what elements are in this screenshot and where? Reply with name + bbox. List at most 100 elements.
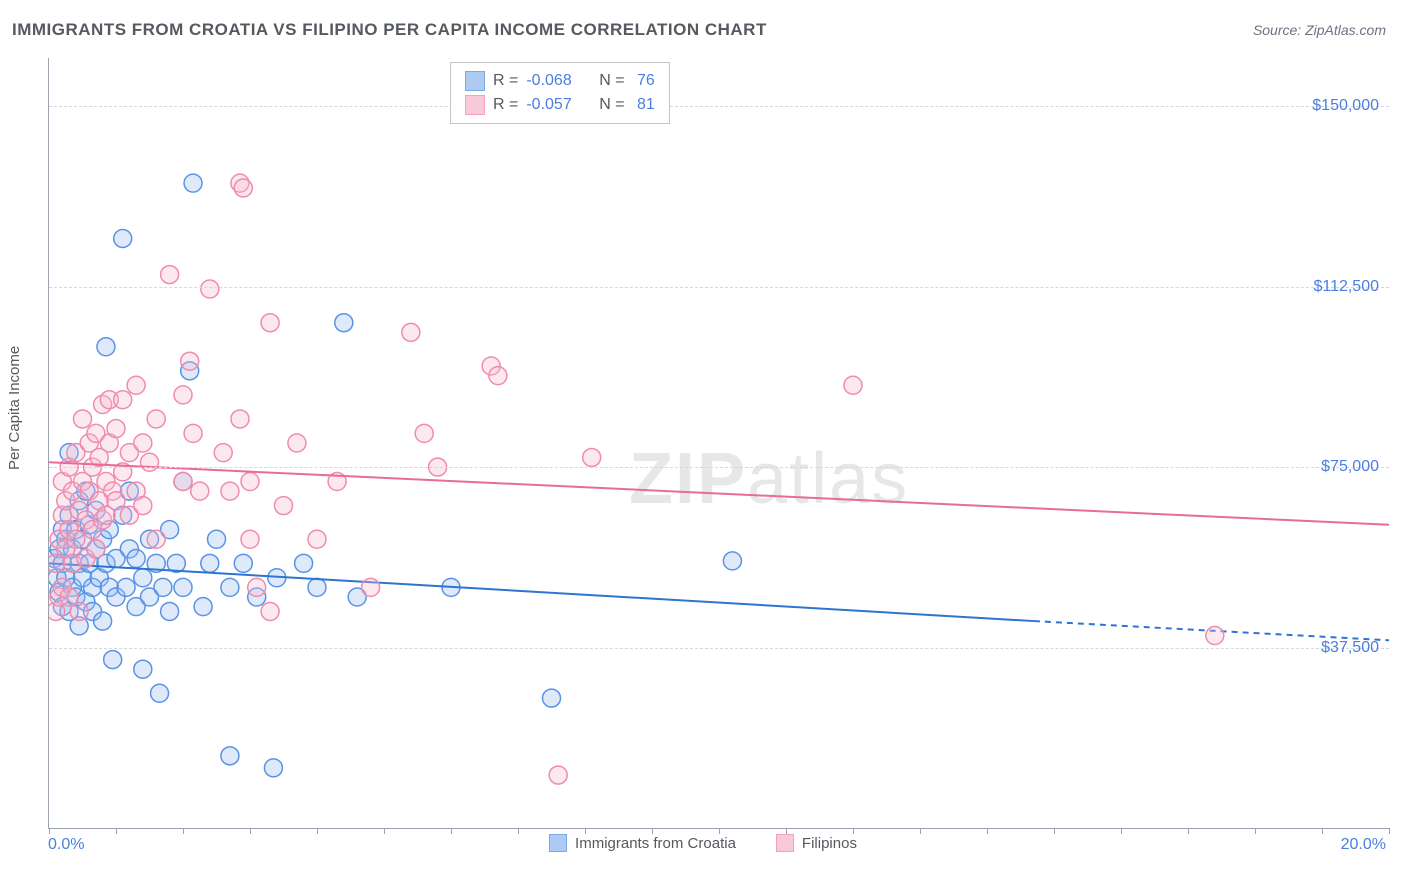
data-point [174,578,192,596]
stats-r-label: R = [493,72,518,90]
y-tick-label: $37,500 [1321,639,1379,657]
data-point [161,266,179,284]
data-point [184,174,202,192]
trend-line [49,462,1389,525]
data-point [275,497,293,515]
legend-label: Immigrants from Croatia [575,835,736,852]
legend-swatch [776,834,794,852]
data-point [362,578,380,596]
data-point [147,530,165,548]
data-point [543,689,561,707]
data-point [583,448,601,466]
data-point [241,530,259,548]
data-point [194,598,212,616]
gridline [49,106,1389,107]
data-point [70,602,88,620]
legend-item: Immigrants from Croatia [549,834,736,852]
stats-r-label: R = [493,96,518,114]
data-point [844,376,862,394]
gridline [49,287,1389,288]
data-point [201,280,219,298]
data-point [104,651,122,669]
data-point [248,578,266,596]
data-point [191,482,209,500]
data-point [264,759,282,777]
data-point [308,530,326,548]
data-point [114,229,132,247]
data-point [221,747,239,765]
data-point [221,482,239,500]
y-tick-label: $112,500 [1313,278,1379,296]
data-point [201,554,219,572]
data-point [1206,627,1224,645]
data-point [161,602,179,620]
data-point [134,660,152,678]
data-point [335,314,353,332]
data-point [261,602,279,620]
source-label: Source: ZipAtlas.com [1253,22,1386,38]
data-point [134,434,152,452]
gridline [49,467,1389,468]
data-point [489,367,507,385]
stats-row: R = -0.068 N = 76 [465,69,655,93]
stats-n-value: 81 [633,96,655,114]
stats-n-value: 76 [633,72,655,90]
stats-r-value: -0.068 [526,72,582,90]
data-point [295,554,313,572]
data-point [174,386,192,404]
data-point [415,424,433,442]
data-point [117,578,135,596]
data-point [154,578,172,596]
stats-row: R = -0.057 N = 81 [465,93,655,117]
data-point [208,530,226,548]
stats-swatch [465,95,485,115]
y-tick-label: $75,000 [1321,458,1379,476]
data-point [234,179,252,197]
legend-item: Filipinos [776,834,857,852]
gridline [49,648,1389,649]
data-point [723,552,741,570]
data-point [234,554,252,572]
data-point [97,338,115,356]
data-point [151,684,169,702]
scatter-svg [49,58,1389,828]
data-point [67,530,85,548]
data-point [184,424,202,442]
data-point [174,473,192,491]
data-point [147,410,165,428]
data-point [221,578,239,596]
plot-area: ZIPatlas $37,500$75,000$112,500$150,000 [48,58,1389,829]
bottom-legend: Immigrants from Croatia Filipinos [0,834,1406,852]
data-point [181,352,199,370]
data-point [87,540,105,558]
legend-swatch [549,834,567,852]
chart-container: IMMIGRANTS FROM CROATIA VS FILIPINO PER … [0,0,1406,892]
data-point [134,569,152,587]
stats-swatch [465,71,485,91]
data-point [231,410,249,428]
y-tick-label: $150,000 [1312,97,1379,115]
legend-label: Filipinos [802,835,857,852]
data-point [402,323,420,341]
data-point [74,410,92,428]
stats-n-label: N = [590,72,624,90]
stats-r-value: -0.057 [526,96,582,114]
data-point [549,766,567,784]
data-point [141,453,159,471]
data-point [127,376,145,394]
data-point [94,612,112,630]
stats-box: R = -0.068 N = 76 R = -0.057 N = 81 [450,62,670,124]
data-point [214,444,232,462]
data-point [261,314,279,332]
y-axis-label: Per Capita Income [6,346,23,470]
data-point [288,434,306,452]
data-point [107,492,125,510]
data-point [114,391,132,409]
data-point [241,473,259,491]
data-point [308,578,326,596]
data-point [127,550,145,568]
chart-title: IMMIGRANTS FROM CROATIA VS FILIPINO PER … [12,20,767,40]
stats-n-label: N = [590,96,624,114]
data-point [107,420,125,438]
data-point [134,497,152,515]
